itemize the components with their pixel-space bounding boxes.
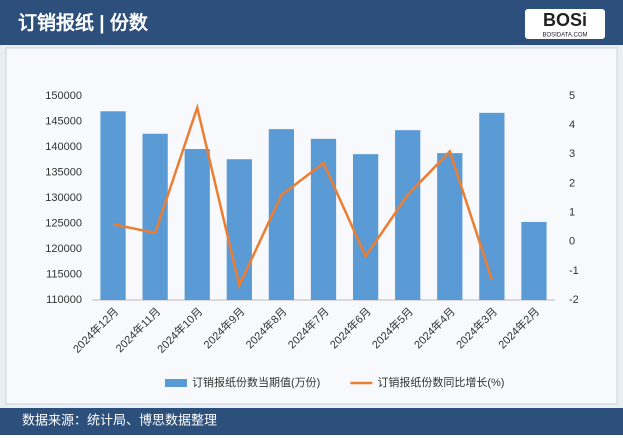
y2-tick-label: -2 — [569, 294, 579, 306]
y2-tick-label: -1 — [569, 265, 579, 277]
header-bar — [0, 0, 623, 45]
bar — [226, 159, 252, 300]
legend-label: 订销报纸份数当期值(万份) — [192, 375, 320, 389]
bar — [142, 133, 168, 300]
bar — [100, 111, 126, 300]
line — [112, 103, 494, 290]
y-tick-label: 115000 — [46, 268, 82, 280]
y-tick-label: 130000 — [45, 192, 82, 204]
y-tick-label: 125000 — [45, 217, 82, 229]
chart-title: 订销报纸 | 份数 — [18, 11, 149, 34]
y2-tick-label: 0 — [569, 236, 575, 248]
y2-tick-label: 1 — [569, 206, 575, 218]
footer-bar — [0, 408, 623, 435]
legend-swatch — [165, 379, 187, 387]
y2-tick-label: 4 — [569, 119, 575, 131]
bar — [184, 149, 210, 300]
legend-label: 订销报纸份数同比增长(%) — [377, 375, 504, 389]
y-tick-label: 145000 — [45, 115, 82, 127]
y-tick-label: 150000 — [45, 90, 82, 102]
logo-box — [525, 9, 605, 39]
y-tick-label: 110000 — [46, 294, 82, 306]
y-tick-label: 135000 — [45, 166, 82, 178]
y-tick-label: 140000 — [45, 141, 82, 153]
bar — [395, 130, 421, 300]
bar — [479, 112, 505, 300]
y-tick-label: 120000 — [45, 243, 82, 255]
y2-tick-label: 3 — [569, 148, 575, 160]
bar — [352, 154, 379, 300]
bar — [521, 221, 547, 300]
source: 数据来源：统计局、博思数据整理 — [22, 412, 217, 427]
y2-tick-label: 2 — [569, 177, 575, 189]
y2-tick-label: 5 — [569, 90, 575, 102]
logo: BOSi — [543, 10, 587, 30]
logo-sub: BOSIDATA.COM — [542, 33, 587, 39]
